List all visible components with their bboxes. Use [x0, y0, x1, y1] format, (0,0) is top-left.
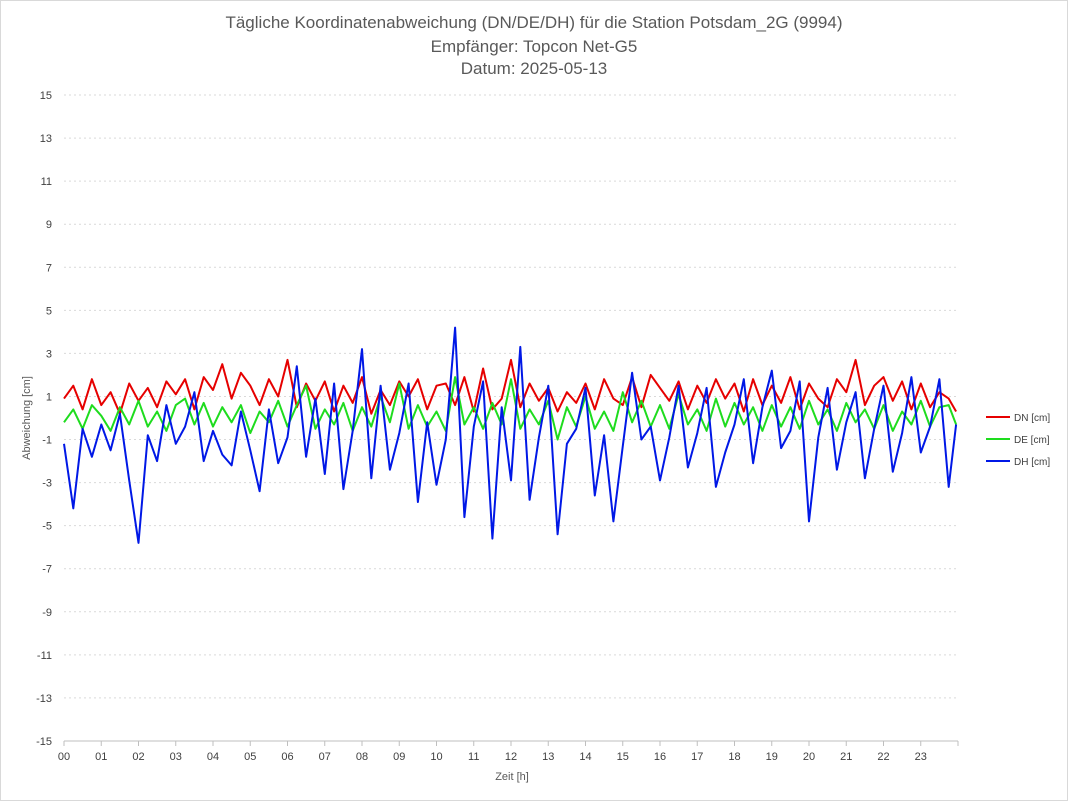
x-tick-label: 21 [840, 751, 852, 763]
y-tick-label: 7 [46, 262, 52, 274]
chart-subtitle-receiver: Empfänger: Topcon Net-G5 [430, 37, 638, 56]
y-tick-label: 5 [46, 305, 52, 317]
x-tick-label: 22 [877, 751, 889, 763]
x-tick-label: 10 [430, 751, 442, 763]
x-tick-label: 05 [244, 751, 256, 763]
x-tick-label: 16 [654, 751, 666, 763]
y-tick-label: -13 [36, 693, 52, 705]
legend: DN [cm] DE [cm] DH [cm] [986, 413, 1050, 468]
y-axis-ticks: 15 13 11 9 7 5 3 1 -1 -3 -5 -7 -9 -11 -13 -15 [36, 90, 52, 748]
y-tick-label: 11 [41, 176, 52, 188]
x-tick-label: 02 [132, 751, 144, 763]
y-tick-label: -1 [42, 435, 52, 447]
chart-title: Tägliche Koordinatenabweichung (DN/DE/DH… [225, 13, 843, 32]
x-tick-label: 11 [468, 751, 479, 763]
y-tick-label: -9 [42, 607, 52, 619]
x-tick-label: 19 [766, 751, 778, 763]
x-tick-label: 14 [579, 751, 591, 763]
legend-label-dn: DN [cm] [1014, 413, 1050, 424]
gridlines [63, 94, 959, 746]
series-line-dn [63, 358, 957, 415]
x-tick-label: 03 [170, 751, 182, 763]
x-tick-label: 00 [58, 751, 70, 763]
y-tick-label: -5 [42, 521, 52, 533]
x-tick-label: 15 [617, 751, 629, 763]
x-tick-label: 20 [803, 751, 815, 763]
y-tick-label: -3 [42, 478, 52, 490]
y-tick-label: 13 [40, 133, 52, 145]
legend-label-dh: DH [cm] [1014, 457, 1050, 468]
x-tick-label: 12 [505, 751, 517, 763]
x-tick-label: 08 [356, 751, 368, 763]
x-axis-ticks: 00 01 02 03 04 05 06 07 08 09 10 11 12 13 14 15 16 17 18 19… [58, 751, 927, 763]
y-tick-label: -15 [36, 736, 52, 748]
series-lines [63, 326, 958, 544]
x-tick-label: 06 [281, 751, 293, 763]
y-tick-label: -11 [37, 650, 52, 662]
y-axis-label: Abweichung [cm] [21, 376, 33, 460]
legend-label-de: DE [cm] [1014, 435, 1050, 446]
y-tick-label: 1 [46, 391, 52, 403]
y-tick-label: -7 [42, 564, 52, 576]
series-line-de [63, 376, 958, 441]
x-tick-label: 09 [393, 751, 405, 763]
y-tick-label: 3 [46, 348, 52, 360]
x-tick-label: 17 [691, 751, 703, 763]
x-tick-label: 23 [915, 751, 927, 763]
x-tick-label: 13 [542, 751, 554, 763]
x-tick-label: 07 [319, 751, 331, 763]
series-line-dh [63, 326, 958, 544]
x-axis-label: Zeit [h] [495, 771, 529, 783]
x-tick-label: 18 [728, 751, 740, 763]
chart-subtitle-date: Datum: 2025-05-13 [460, 59, 608, 78]
y-tick-label: 9 [46, 219, 52, 231]
y-tick-label: 15 [40, 90, 52, 102]
x-tick-label: 01 [95, 751, 107, 763]
x-tick-label: 04 [207, 751, 219, 763]
